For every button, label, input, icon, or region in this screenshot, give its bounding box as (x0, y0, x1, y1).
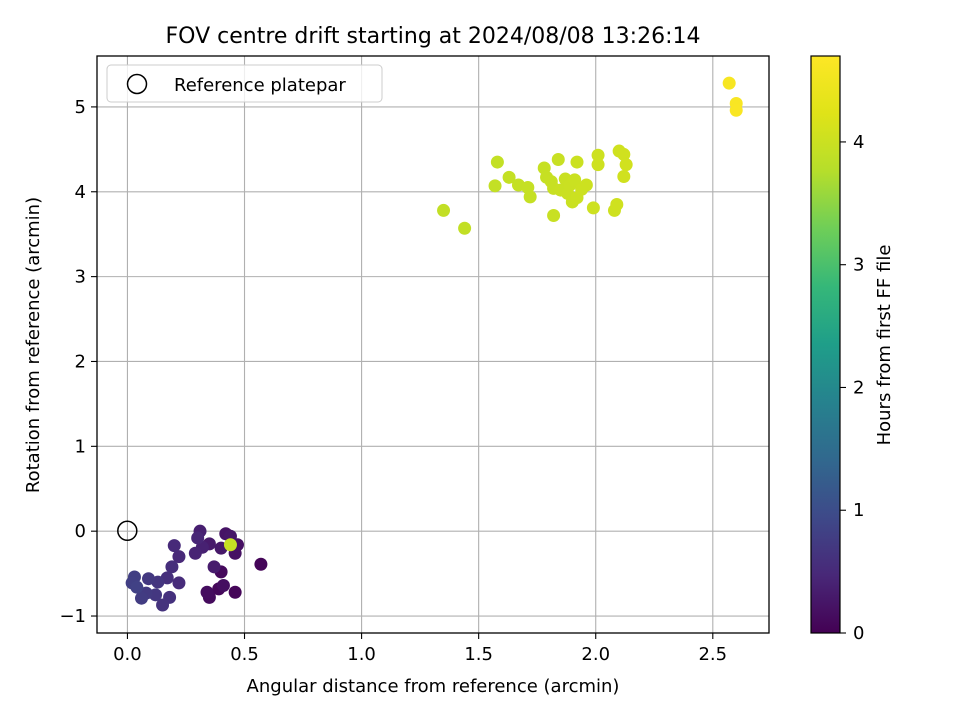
data-point (570, 155, 584, 169)
legend-box (106, 64, 383, 103)
data-point (223, 538, 237, 552)
y-tick-label: −1 (59, 606, 86, 627)
data-point (617, 147, 631, 161)
data-point (458, 221, 472, 235)
colorbar-tick-label: 0 (853, 623, 864, 644)
data-point (547, 209, 561, 223)
data-point (216, 578, 230, 592)
colorbar-gradient (810, 55, 841, 634)
data-point (617, 169, 631, 183)
x-axis-ticks: 0.0 0.5 1.0 1.5 2.0 2.5 (113, 633, 727, 665)
data-point (142, 572, 156, 586)
data-point (165, 560, 179, 574)
x-tick-label: 2.0 (581, 644, 610, 665)
data-point (172, 576, 186, 590)
data-point (130, 580, 144, 594)
data-point (437, 203, 451, 217)
data-point (591, 158, 605, 172)
data-point (488, 179, 502, 193)
x-axis-label: Angular distance from reference (arcmin) (247, 676, 620, 697)
x-tick-label: 2.5 (698, 644, 727, 665)
grid-lines (97, 56, 769, 633)
x-tick-label: 0.5 (230, 644, 259, 665)
data-point (591, 148, 605, 162)
data-point (207, 560, 221, 574)
data-point (568, 173, 582, 187)
data-point (502, 170, 516, 184)
chart-title: FOV centre drift starting at 2024/08/08 … (166, 24, 701, 49)
colorbar-tick-label: 3 (853, 255, 864, 276)
legend-label: Reference platepar (174, 75, 346, 96)
data-point (729, 103, 743, 117)
legend-marker-icon (126, 73, 148, 95)
data-point (228, 585, 242, 599)
data-point (254, 557, 268, 571)
legend: Reference platepar (106, 64, 383, 103)
data-point (134, 591, 148, 605)
colorbar-tick-label: 1 (853, 500, 864, 521)
plot-frame (96, 55, 770, 634)
colorbar-tick-label: 4 (853, 132, 864, 153)
data-point (156, 598, 170, 612)
colorbar-tick-label: 2 (853, 377, 864, 398)
y-tick-label: 0 (75, 521, 86, 542)
y-tick-label: 3 (75, 267, 86, 288)
data-point (619, 158, 633, 172)
x-tick-label: 0.0 (113, 644, 142, 665)
y-axis-label: Rotation from reference (arcmin) (23, 197, 44, 493)
data-point (579, 178, 593, 192)
data-point (172, 550, 186, 564)
reference-platepar-marker (117, 520, 138, 542)
colorbar-label: Hours from first FF file (874, 245, 895, 446)
data-point (586, 201, 600, 215)
data-point (490, 155, 504, 169)
y-tick-label: 2 (75, 351, 86, 372)
data-point (200, 585, 214, 599)
data-point (188, 546, 202, 560)
y-tick-label: 5 (75, 97, 86, 118)
data-point (191, 531, 205, 545)
colorbar: 0 1 2 3 4 Hours from first FF file (810, 55, 895, 644)
data-points (125, 76, 743, 612)
y-axis-ticks: −1 0 1 2 3 4 5 (59, 97, 97, 627)
data-point (551, 153, 565, 167)
data-point (523, 190, 537, 204)
x-tick-label: 1.5 (464, 644, 493, 665)
colorbar-ticks: 0 1 2 3 4 (840, 132, 864, 644)
data-point (722, 76, 736, 90)
y-tick-label: 1 (75, 436, 86, 457)
x-tick-label: 1.0 (347, 644, 376, 665)
data-point (167, 539, 181, 553)
y-tick-label: 4 (75, 182, 86, 203)
data-point (610, 197, 624, 211)
